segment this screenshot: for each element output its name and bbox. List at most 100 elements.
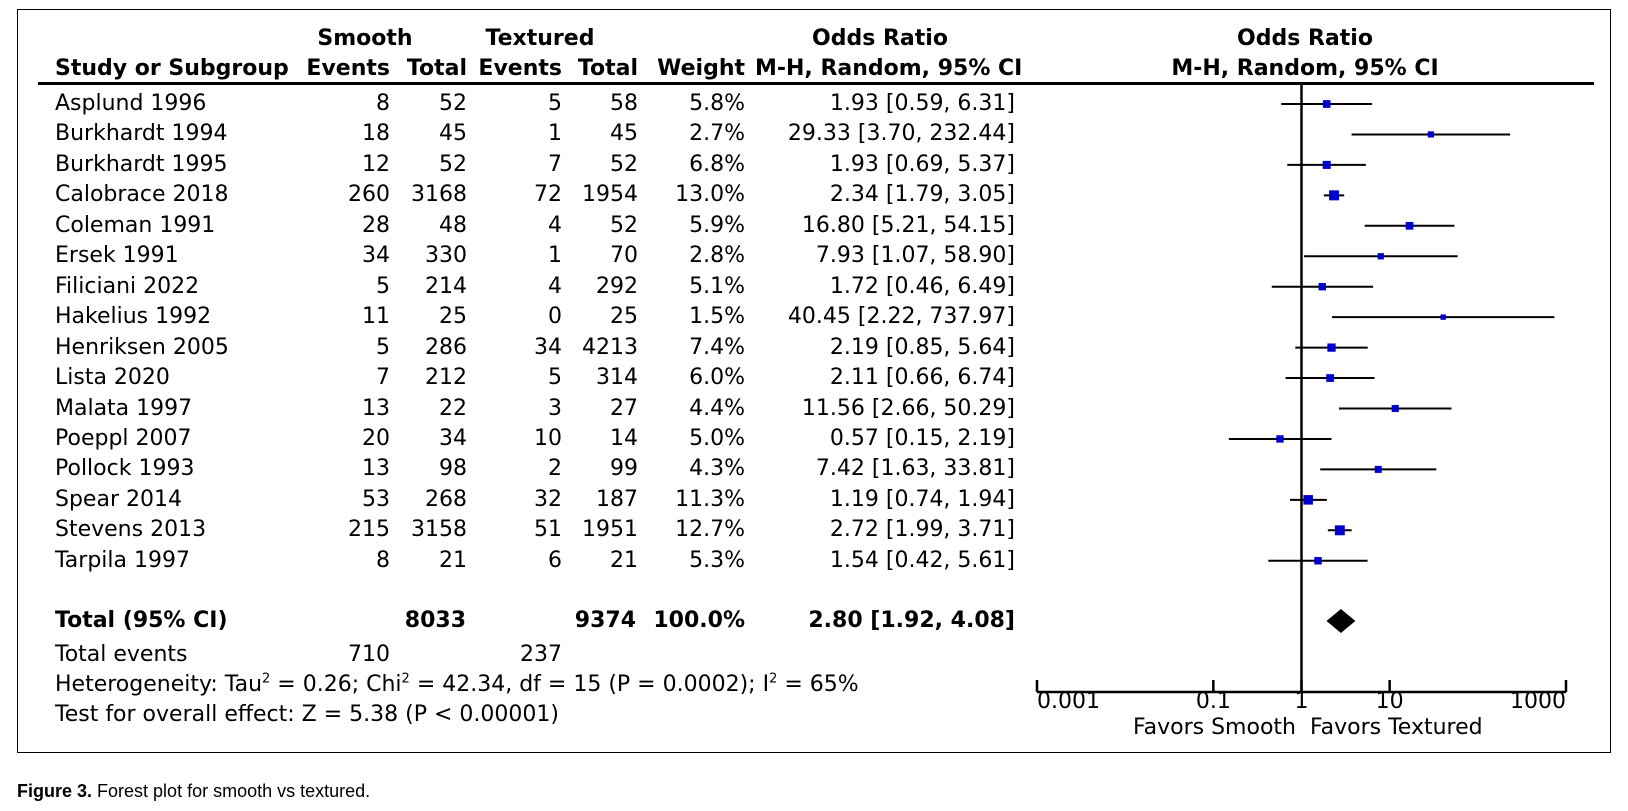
smooth-total: 21 <box>439 547 467 573</box>
total-events-smooth: 710 <box>348 642 390 667</box>
weight-value: 4.4% <box>689 395 745 421</box>
smooth-events: 18 <box>362 121 390 147</box>
odds-ratio-ci: 1.54 [0.42, 5.61] <box>829 547 1015 573</box>
weight-value: 5.9% <box>689 212 745 238</box>
axis-tick-label: 0.1 <box>1195 689 1231 714</box>
weight-value: 4.3% <box>689 456 745 482</box>
smooth-events: 53 <box>362 486 390 512</box>
pooled-diamond <box>1326 609 1356 633</box>
weight-value: 6.0% <box>689 365 745 391</box>
point-estimate <box>1318 283 1326 291</box>
textured-total: 21 <box>610 547 638 573</box>
smooth-total: 52 <box>439 151 467 177</box>
het-i-value: = 65% <box>777 672 859 697</box>
smooth-total: 34 <box>439 425 467 451</box>
study-name: Poeppl 2007 <box>55 425 192 451</box>
smooth-events: 20 <box>362 425 390 451</box>
point-estimate <box>1329 190 1340 201</box>
point-estimate <box>1440 314 1446 320</box>
point-estimate <box>1276 435 1284 443</box>
smooth-events: 34 <box>362 243 390 269</box>
textured-total: 187 <box>596 486 638 512</box>
odds-ratio-ci: 40.45 [2.22, 737.97] <box>787 304 1015 330</box>
figure-frame <box>17 9 1611 753</box>
smooth-events: 260 <box>348 182 390 208</box>
smooth-total: 212 <box>425 365 467 391</box>
smooth-total: 22 <box>439 395 467 421</box>
smooth-total: 48 <box>439 212 467 238</box>
heterogeneity-text: Heterogeneity: Tau2 = 0.26; Chi2 = 42.34… <box>55 672 859 698</box>
axis-tick-label: 10 <box>1375 689 1404 714</box>
study-name: Lista 2020 <box>55 365 170 391</box>
study-name: Spear 2014 <box>55 486 182 512</box>
smooth-total: 25 <box>439 304 467 330</box>
smooth-events: 13 <box>362 456 390 482</box>
textured-events: 1 <box>548 121 562 147</box>
textured-total: 58 <box>610 91 638 116</box>
het-chi-sup: 2 <box>401 671 410 687</box>
smooth-events: 7 <box>376 365 390 391</box>
header-events-smooth: Events <box>306 56 390 81</box>
textured-total: 27 <box>610 395 638 421</box>
header-events-textured: Events <box>478 56 562 81</box>
textured-events: 4 <box>548 212 562 238</box>
odds-ratio-ci: 0.57 [0.15, 2.19] <box>829 425 1015 451</box>
total-label: Total (95% CI) <box>55 608 228 633</box>
point-estimate <box>1377 253 1384 260</box>
header-plot-method: M-H, Random, 95% CI <box>1171 56 1439 81</box>
weight-value: 5.0% <box>689 425 745 451</box>
weight-value: 5.8% <box>689 91 745 116</box>
textured-total: 1951 <box>582 517 638 543</box>
textured-total: 25 <box>610 304 638 330</box>
textured-events: 1 <box>548 243 562 269</box>
smooth-events: 215 <box>348 517 390 543</box>
point-estimate <box>1334 525 1345 536</box>
smooth-total: 3168 <box>411 182 467 208</box>
smooth-events: 12 <box>362 151 390 177</box>
weight-value: 7.4% <box>689 334 745 360</box>
weight-value: 1.5% <box>689 304 745 330</box>
textured-events: 51 <box>534 517 562 543</box>
total-ci: 2.80 [1.92, 4.08] <box>808 608 1015 633</box>
odds-ratio-ci: 1.93 [0.69, 5.37] <box>829 151 1015 177</box>
smooth-events: 8 <box>376 91 390 116</box>
point-estimate <box>1427 131 1434 138</box>
textured-events: 2 <box>548 456 562 482</box>
odds-ratio-ci: 1.72 [0.46, 6.49] <box>829 273 1015 299</box>
figure-caption: Figure 3. Forest plot for smooth vs text… <box>17 780 370 802</box>
textured-total: 314 <box>596 365 638 391</box>
odds-ratio-ci: 2.72 [1.99, 3.71] <box>829 517 1015 543</box>
smooth-total: 214 <box>425 273 467 299</box>
smooth-events: 11 <box>362 304 390 330</box>
smooth-events: 13 <box>362 395 390 421</box>
axis-tick-label: 1000 <box>1510 689 1566 714</box>
textured-total: 292 <box>596 273 638 299</box>
het-i-sup: 2 <box>769 671 778 687</box>
study-name: Malata 1997 <box>55 395 193 421</box>
study-name: Henriksen 2005 <box>55 334 229 360</box>
smooth-events: 5 <box>376 334 390 360</box>
weight-value: 11.3% <box>675 486 745 512</box>
textured-events: 72 <box>534 182 562 208</box>
header-total-textured: Total <box>577 56 638 81</box>
study-name: Asplund 1996 <box>55 91 207 116</box>
study-name: Coleman 1991 <box>55 212 216 238</box>
header-group-smooth: Smooth <box>317 26 413 51</box>
weight-value: 12.7% <box>675 517 745 543</box>
axis-tick-label: 0.001 <box>1037 689 1100 714</box>
odds-ratio-ci: 1.93 [0.59, 6.31] <box>829 91 1015 116</box>
textured-total: 70 <box>610 243 638 269</box>
study-name: Burkhardt 1994 <box>55 121 228 147</box>
weight-value: 13.0% <box>675 182 745 208</box>
header-total-smooth: Total <box>406 56 467 81</box>
odds-ratio-ci: 7.93 [1.07, 58.90] <box>815 243 1015 269</box>
odds-ratio-ci: 2.34 [1.79, 3.05] <box>829 182 1015 208</box>
header-weight: Weight <box>657 56 745 81</box>
total-events-textured: 237 <box>520 642 562 667</box>
smooth-total: 98 <box>439 456 467 482</box>
header-or-title: Odds Ratio <box>812 26 948 51</box>
point-estimate <box>1314 557 1322 565</box>
favors-smooth-label: Favors Smooth <box>1133 715 1296 740</box>
point-estimate <box>1327 343 1336 352</box>
